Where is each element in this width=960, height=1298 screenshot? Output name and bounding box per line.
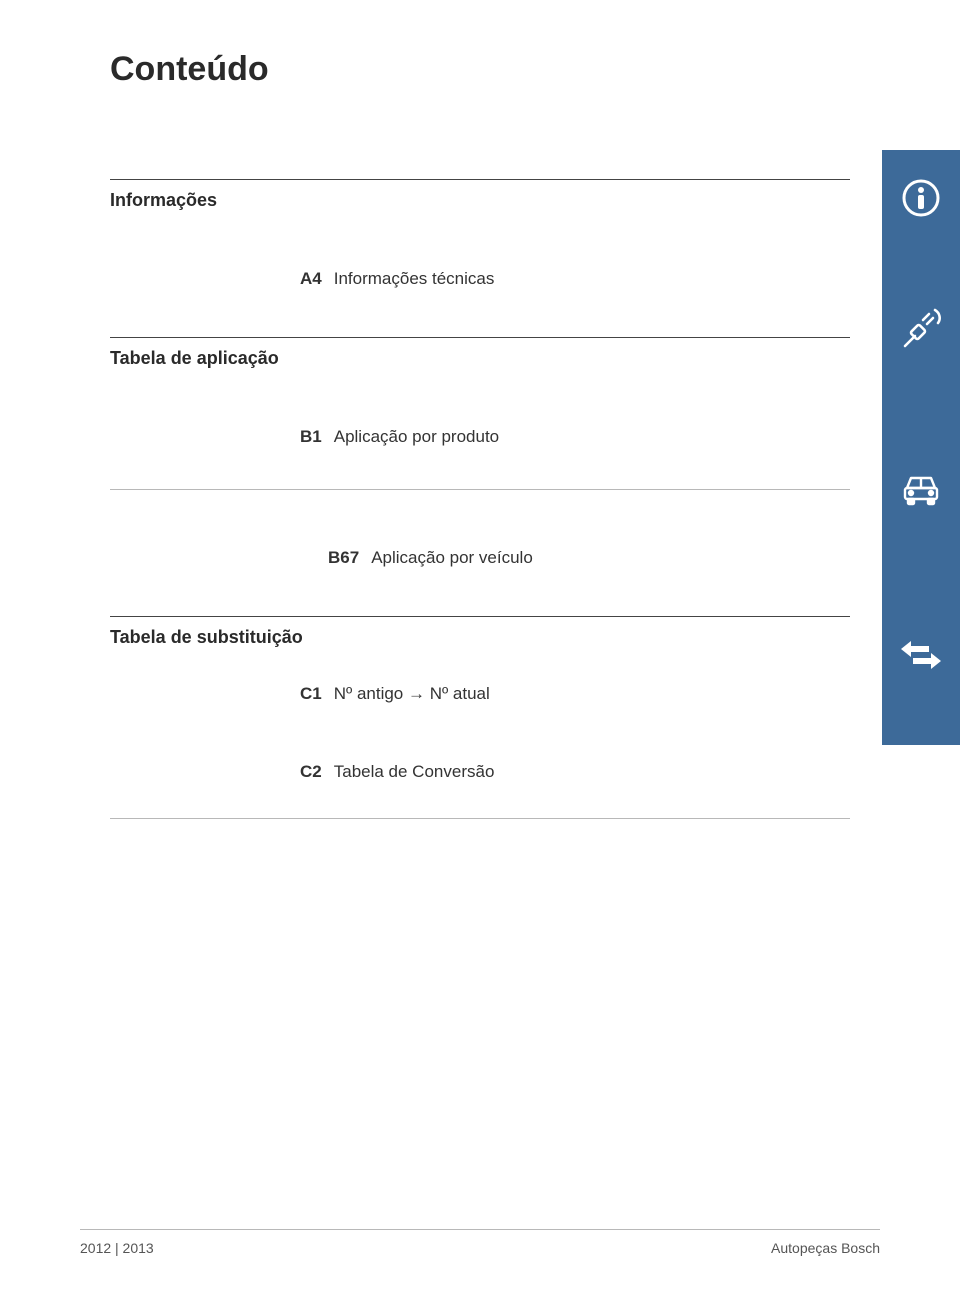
entry-label: Aplicação por veículo: [371, 548, 533, 568]
entry-label: Aplicação por produto: [334, 427, 499, 447]
info-icon: [901, 178, 941, 218]
car-icon: [899, 468, 943, 512]
entry-label: Tabela de Conversão: [334, 762, 495, 782]
entry-code: C2: [300, 762, 322, 782]
entry-code: B67: [328, 548, 359, 568]
section-heading-tabela-aplicacao: Tabela de aplicação: [110, 348, 850, 369]
entry-rule: [110, 818, 850, 819]
tab-spark-plug[interactable]: [882, 245, 960, 415]
entry-code: C1: [300, 684, 322, 704]
entry-label: Nº antigo → Nº atual: [334, 684, 490, 704]
footer-rule: [80, 1229, 880, 1230]
content-area: Conteúdo Informações A4 Informações técn…: [110, 50, 850, 819]
section-heading-tabela-substituicao: Tabela de substituição: [110, 627, 850, 648]
entry-label: Informações técnicas: [334, 269, 495, 289]
toc-entry-b1[interactable]: B1 Aplicação por produto: [110, 427, 850, 447]
toc-entry-b67[interactable]: B67 Aplicação por veículo: [110, 548, 850, 568]
footer-row: 2012 | 2013 Autopeças Bosch: [80, 1240, 880, 1256]
footer-left: 2012 | 2013: [80, 1240, 154, 1256]
page-root: Conteúdo Informações A4 Informações técn…: [0, 0, 960, 1298]
toc-entry-c1[interactable]: C1 Nº antigo → Nº atual: [110, 684, 850, 704]
toc-entry-a4[interactable]: A4 Informações técnicas: [110, 269, 850, 289]
toc-entry-c2[interactable]: C2 Tabela de Conversão: [110, 762, 850, 782]
page-footer: 2012 | 2013 Autopeças Bosch: [80, 1229, 880, 1256]
section-heading-informacoes: Informações: [110, 190, 850, 211]
spark-plug-icon: [898, 307, 944, 353]
entry-code: A4: [300, 269, 322, 289]
tab-substitution[interactable]: [882, 565, 960, 745]
entry-code: B1: [300, 427, 322, 447]
swap-arrows-icon: [899, 640, 943, 670]
footer-right: Autopeças Bosch: [771, 1240, 880, 1256]
tab-info[interactable]: [882, 150, 960, 245]
tab-vehicle[interactable]: [882, 415, 960, 565]
side-tab-bar: [882, 150, 960, 745]
page-title: Conteúdo: [110, 50, 850, 89]
